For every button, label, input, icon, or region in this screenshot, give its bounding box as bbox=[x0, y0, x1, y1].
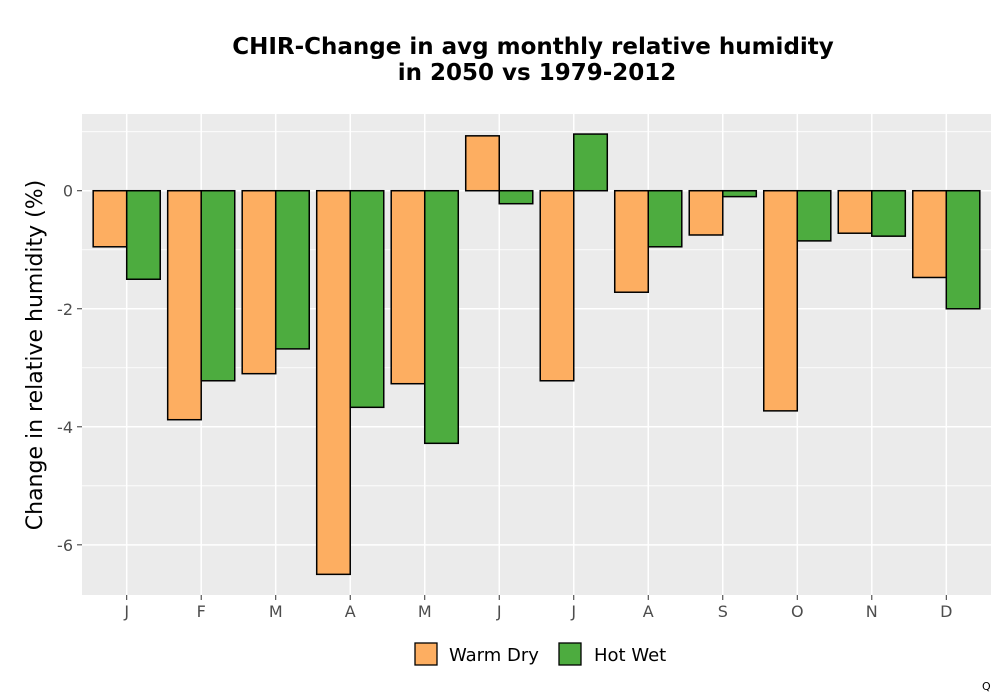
x-tick-label: M bbox=[418, 602, 432, 621]
bar-warm-dry-5 bbox=[464, 135, 500, 192]
bar-warm-dry-1 bbox=[166, 189, 202, 421]
legend-label-warm-dry: Warm Dry bbox=[449, 645, 539, 666]
chart-title-line-1: CHIR-Change in avg monthly relative humi… bbox=[232, 34, 834, 60]
bar-hot-wet-3 bbox=[349, 189, 385, 409]
x-tick-label: A bbox=[345, 602, 356, 621]
bar-hot-wet-11 bbox=[945, 189, 981, 310]
y-tick-label: -6 bbox=[57, 536, 73, 555]
x-tick-label: J bbox=[496, 602, 502, 621]
bar-warm-dry-11 bbox=[912, 189, 948, 279]
legend: Warm Dry Hot Wet bbox=[414, 642, 666, 666]
bar-hot-wet-6 bbox=[573, 133, 609, 192]
bar-hot-wet-5 bbox=[498, 189, 534, 205]
bar-hot-wet-4 bbox=[423, 189, 460, 445]
x-tick-label: J bbox=[123, 602, 129, 621]
axis-layer: 0 -2 -4 -6 J F M A M J J A S O N D bbox=[57, 182, 952, 621]
y-tick-label: -2 bbox=[57, 300, 73, 319]
bar-hot-wet-8 bbox=[722, 189, 758, 198]
bar-hot-wet-2 bbox=[274, 189, 311, 350]
bar-hot-wet-10 bbox=[871, 189, 907, 237]
legend-key-warm-dry bbox=[414, 642, 438, 666]
bar-warm-dry-2 bbox=[241, 189, 277, 375]
x-tick-label: A bbox=[643, 602, 654, 621]
x-tick-label: M bbox=[269, 602, 283, 621]
x-tick-label: F bbox=[197, 602, 206, 621]
bar-warm-dry-3 bbox=[315, 189, 351, 576]
bar-warm-dry-6 bbox=[539, 189, 575, 382]
y-tick-label: -4 bbox=[57, 418, 73, 437]
bar-warm-dry-8 bbox=[688, 189, 724, 236]
bars-layer bbox=[92, 133, 981, 576]
chart-title-line-2: in 2050 vs 1979-2012 bbox=[398, 60, 677, 86]
y-axis-label: Change in relative humidity (%) bbox=[23, 180, 48, 530]
bar-hot-wet-0 bbox=[125, 189, 161, 281]
bar-warm-dry-10 bbox=[837, 189, 873, 234]
legend-label-hot-wet: Hot Wet bbox=[594, 645, 666, 666]
y-tick-label: 0 bbox=[63, 182, 73, 201]
legend-key-hot-wet bbox=[558, 642, 582, 666]
corner-note: Q bbox=[982, 680, 991, 693]
bar-hot-wet-7 bbox=[647, 189, 683, 248]
bar-hot-wet-1 bbox=[200, 189, 236, 382]
bar-hot-wet-9 bbox=[796, 189, 832, 242]
x-tick-label: S bbox=[718, 602, 728, 621]
x-tick-label: J bbox=[570, 602, 576, 621]
bar-warm-dry-0 bbox=[92, 189, 128, 248]
bar-warm-dry-4 bbox=[390, 189, 426, 385]
x-tick-label: O bbox=[791, 602, 804, 621]
x-tick-label: D bbox=[940, 602, 952, 621]
x-tick-label: N bbox=[866, 602, 878, 621]
bar-warm-dry-7 bbox=[613, 189, 650, 293]
bar-warm-dry-9 bbox=[763, 189, 799, 412]
